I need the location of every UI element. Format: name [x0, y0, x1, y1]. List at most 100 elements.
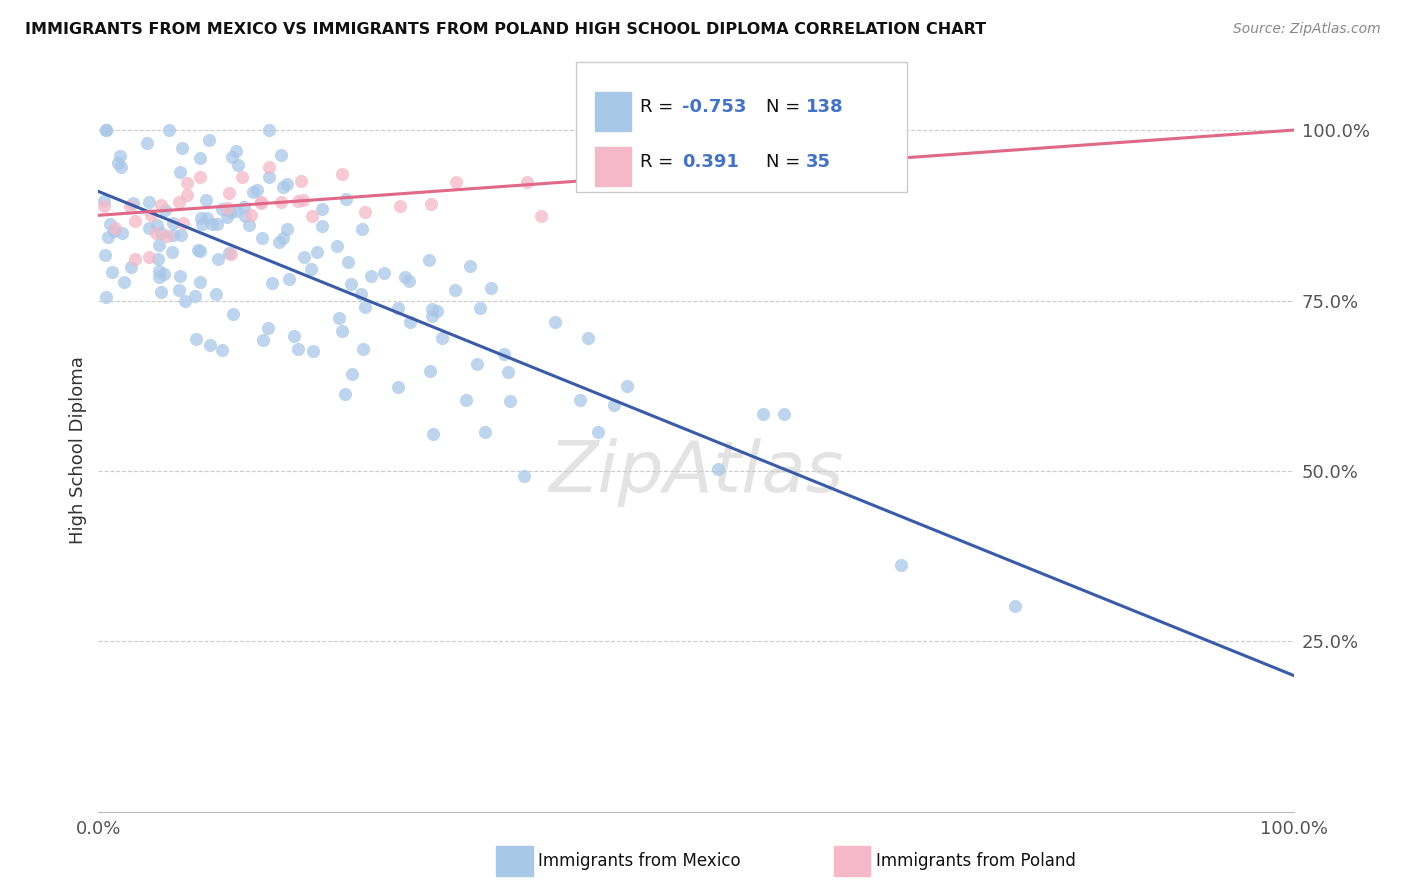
Point — [350, 287, 373, 301]
Point — [529, 209, 551, 223]
Point — [148, 263, 170, 277]
Text: ZipAtlas: ZipAtlas — [548, 438, 844, 507]
Point — [290, 174, 312, 188]
Point — [186, 332, 208, 346]
Point — [426, 303, 449, 318]
Point — [124, 214, 146, 228]
Point — [94, 248, 117, 262]
Point — [225, 204, 247, 219]
Point — [311, 219, 333, 234]
Text: IMMIGRANTS FROM MEXICO VS IMMIGRANTS FROM POLAND HIGH SCHOOL DIPLOMA CORRELATION: IMMIGRANTS FROM MEXICO VS IMMIGRANTS FRO… — [25, 22, 987, 37]
Point — [513, 469, 536, 483]
Point — [328, 310, 350, 325]
Point — [221, 307, 243, 321]
Point — [112, 275, 135, 289]
Point — [352, 222, 374, 236]
Point — [332, 167, 354, 181]
Point — [219, 205, 242, 219]
Point — [276, 222, 298, 236]
Point — [149, 198, 172, 212]
Point — [287, 194, 309, 208]
Point — [149, 285, 172, 299]
Point — [252, 231, 274, 245]
Point — [468, 301, 491, 315]
Point — [354, 204, 377, 219]
Point — [259, 169, 281, 184]
Point — [176, 176, 198, 190]
Point — [190, 276, 212, 290]
Point — [170, 141, 193, 155]
Point — [215, 202, 238, 216]
Point — [235, 209, 257, 223]
Point — [444, 176, 467, 190]
Point — [569, 392, 592, 407]
Point — [149, 227, 172, 241]
Point — [352, 343, 374, 357]
Point — [516, 175, 538, 189]
Text: N =: N = — [766, 98, 806, 116]
Point — [238, 218, 260, 232]
Point — [340, 277, 363, 291]
Point — [231, 169, 253, 184]
Point — [576, 331, 599, 345]
Point — [752, 407, 775, 421]
Point — [169, 269, 191, 284]
Point — [211, 202, 233, 217]
Point — [205, 218, 228, 232]
Point — [496, 365, 519, 379]
Point — [259, 123, 281, 137]
Point — [167, 195, 190, 210]
Point — [190, 244, 212, 259]
Point — [120, 260, 142, 274]
Text: 138: 138 — [806, 98, 844, 116]
Point — [226, 158, 249, 172]
Point — [217, 210, 239, 224]
Point — [160, 245, 183, 260]
Point — [262, 277, 284, 291]
Point — [135, 136, 157, 150]
Point — [292, 193, 315, 207]
Point — [104, 221, 127, 235]
Point — [287, 342, 309, 356]
Point — [98, 218, 121, 232]
Point — [153, 202, 176, 217]
Point — [153, 268, 176, 282]
Point — [302, 344, 325, 359]
Point — [454, 392, 477, 407]
Point — [276, 178, 298, 192]
Point — [353, 300, 375, 314]
Point — [145, 227, 167, 241]
Point — [499, 393, 522, 408]
Point — [176, 188, 198, 202]
Point — [706, 462, 728, 476]
Point — [110, 161, 132, 175]
Point — [122, 196, 145, 211]
Point — [93, 194, 115, 209]
Point — [219, 246, 242, 260]
Point — [167, 283, 190, 297]
Point — [418, 253, 440, 268]
Point — [616, 378, 638, 392]
Point — [156, 229, 179, 244]
Point — [146, 219, 169, 233]
Y-axis label: High School Diploma: High School Diploma — [69, 357, 87, 544]
Point — [474, 425, 496, 439]
Point — [335, 192, 357, 206]
Point — [211, 343, 233, 357]
Point — [273, 230, 295, 244]
Point — [270, 148, 292, 162]
Point — [492, 347, 515, 361]
Point — [586, 425, 609, 440]
Point — [100, 265, 122, 279]
Point — [107, 155, 129, 169]
Point — [148, 269, 170, 284]
Point — [242, 185, 264, 199]
Point — [326, 239, 349, 253]
Point — [419, 197, 441, 211]
Point — [387, 301, 409, 315]
Point — [169, 165, 191, 179]
Point — [340, 368, 363, 382]
Point — [111, 227, 134, 241]
Point — [430, 330, 453, 344]
Point — [207, 252, 229, 267]
